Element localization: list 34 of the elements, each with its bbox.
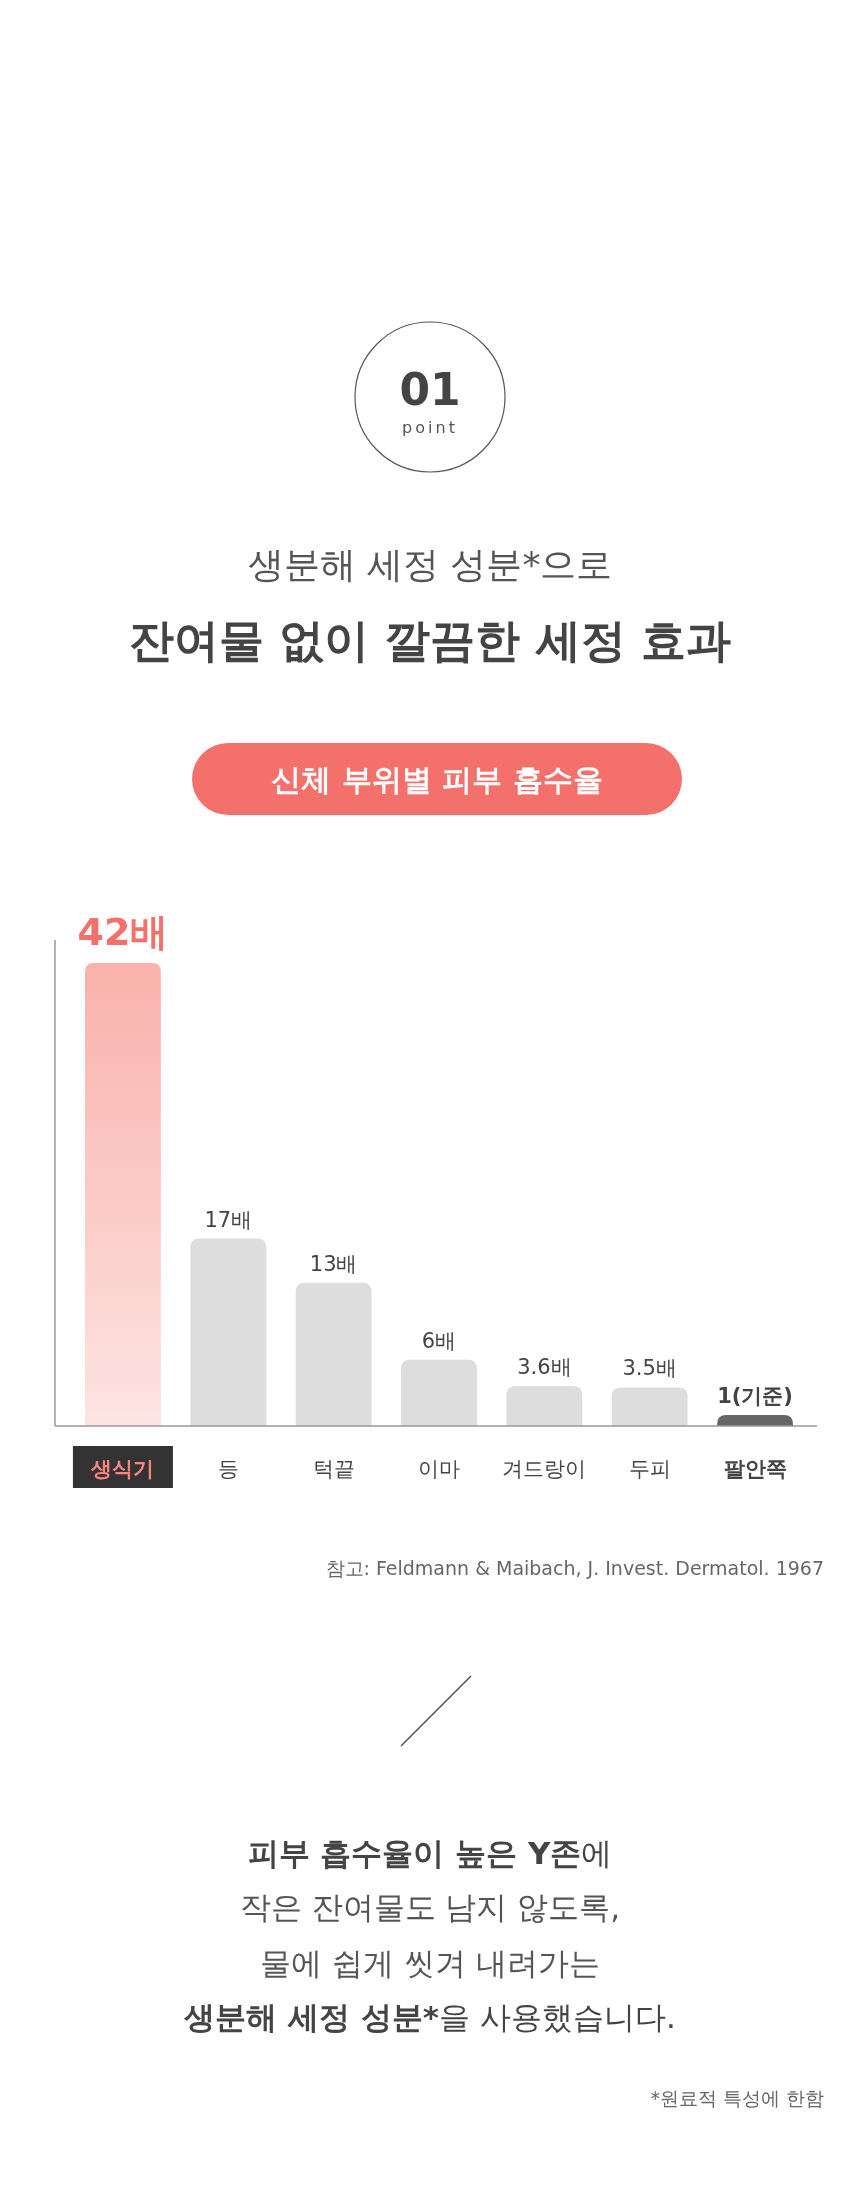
bar	[611, 1387, 688, 1426]
x-tick-label: 두피	[628, 1457, 671, 1481]
data-label: 42배	[77, 910, 169, 954]
text: *원료적 특성에 한함	[650, 2087, 824, 2109]
text: 생분해 세정 성분*	[183, 1999, 440, 2035]
text: 참고: Feldmann & Maibach, J. Invest. Dermatol. 1967	[325, 1557, 824, 1579]
bar	[401, 1359, 477, 1426]
text: point	[402, 418, 458, 437]
chart-title: 신체 부위별 피부 흡수율	[271, 762, 603, 797]
text: 잔여물 없이 깔끔한 세정 효과	[128, 614, 732, 667]
x-tick-label: 이마	[418, 1457, 460, 1481]
bar	[190, 1238, 267, 1426]
text: 01	[399, 364, 461, 415]
text: 물에 쉽게 씻겨 내려가는	[260, 1945, 600, 1981]
x-tick-label: 등	[217, 1457, 239, 1481]
bar	[506, 1386, 583, 1426]
bar	[85, 963, 161, 1426]
text: 에	[581, 1835, 613, 1871]
bar	[717, 1414, 793, 1426]
text: 을 사용했습니다.	[439, 1999, 676, 2035]
data-label: 17배	[204, 1207, 253, 1232]
x-tick-label: 턱끝	[312, 1457, 355, 1481]
data-label: 13배	[309, 1251, 358, 1276]
x-tick-label: 생식기	[90, 1457, 155, 1481]
data-label: 6배	[421, 1328, 457, 1353]
data-label: 3.5배	[622, 1356, 677, 1381]
x-tick-label: 겨드랑이	[502, 1457, 587, 1481]
data-label: 1(기준)	[717, 1383, 793, 1408]
text: 피부 흡수율이 높은 Y존	[247, 1835, 582, 1871]
text: 작은 잔여물도 남지 않도록,	[239, 1889, 621, 1925]
bar	[295, 1282, 372, 1426]
data-label: 3.6배	[517, 1355, 572, 1380]
text: 생분해 세정 성분*으로	[247, 544, 613, 585]
x-tick-label: 팔안쪽	[723, 1457, 787, 1481]
